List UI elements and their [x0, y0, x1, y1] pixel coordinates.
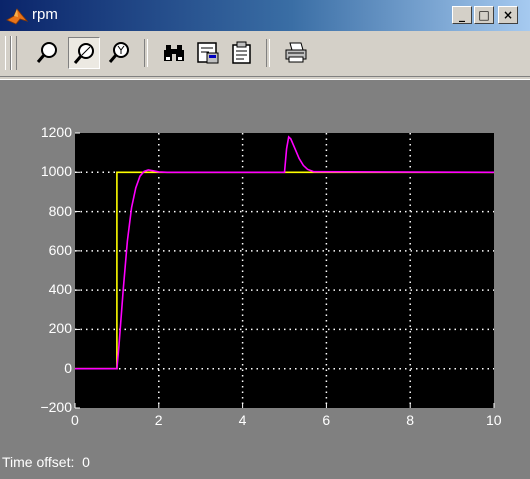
- speed-line: [75, 135, 495, 370]
- x-tick-label: 2: [154, 412, 163, 428]
- zoom-y-icon: [108, 42, 129, 63]
- x-tick-label: 6: [322, 412, 331, 428]
- x-tick-label: 8: [406, 412, 414, 428]
- y-tick-label: 600: [48, 241, 72, 258]
- toolbar-grip[interactable]: [5, 36, 11, 70]
- print-button[interactable]: [280, 37, 312, 69]
- y-tick-label: 400: [48, 281, 72, 298]
- y-tick-label: 200: [48, 320, 72, 337]
- save-axes-icon: [197, 42, 219, 64]
- window-title: rpm: [32, 6, 58, 23]
- autoscale-button[interactable]: [158, 37, 190, 69]
- plot-area[interactable]: [75, 133, 494, 408]
- zoom-x-button[interactable]: [68, 37, 100, 69]
- maximize-button[interactable]: □: [474, 6, 494, 24]
- y-tick-label: 0: [64, 359, 72, 376]
- time-offset: Time offset: 0: [2, 454, 90, 470]
- x-tick-label: 10: [486, 412, 502, 428]
- restore-axes-icon: [232, 41, 251, 64]
- title-bar[interactable]: rpm _ □ ×: [0, 0, 530, 31]
- restore-axes-button[interactable]: [226, 37, 258, 69]
- y-tick-label: −200: [40, 399, 72, 415]
- toolbar-separator: [266, 39, 270, 67]
- toolbar-separator: [144, 39, 148, 67]
- minimize-button[interactable]: _: [452, 6, 472, 24]
- time-offset-value: 0: [82, 454, 90, 470]
- toolbar-grip-inner: [11, 36, 17, 70]
- toolbar: [0, 33, 530, 73]
- matlab-logo-icon: [6, 8, 28, 25]
- zoom-y-button[interactable]: [104, 37, 136, 69]
- y-tick-label: 1000: [40, 163, 72, 180]
- y-tick-label: 1200: [40, 124, 72, 140]
- y-tick-label: 800: [48, 202, 72, 219]
- save-axes-button[interactable]: [192, 37, 224, 69]
- x-tick-label: 0: [71, 412, 79, 428]
- zoom-x-icon: [73, 43, 94, 64]
- binoculars-icon: [164, 45, 184, 61]
- zoom-button[interactable]: [32, 37, 64, 69]
- x-tick-label: 4: [238, 412, 247, 428]
- magnifier-icon: [36, 42, 57, 63]
- toolbar-divider: [0, 76, 530, 80]
- printer-icon: [285, 42, 307, 63]
- time-offset-label: Time offset:: [2, 454, 75, 470]
- close-button[interactable]: ×: [498, 6, 518, 24]
